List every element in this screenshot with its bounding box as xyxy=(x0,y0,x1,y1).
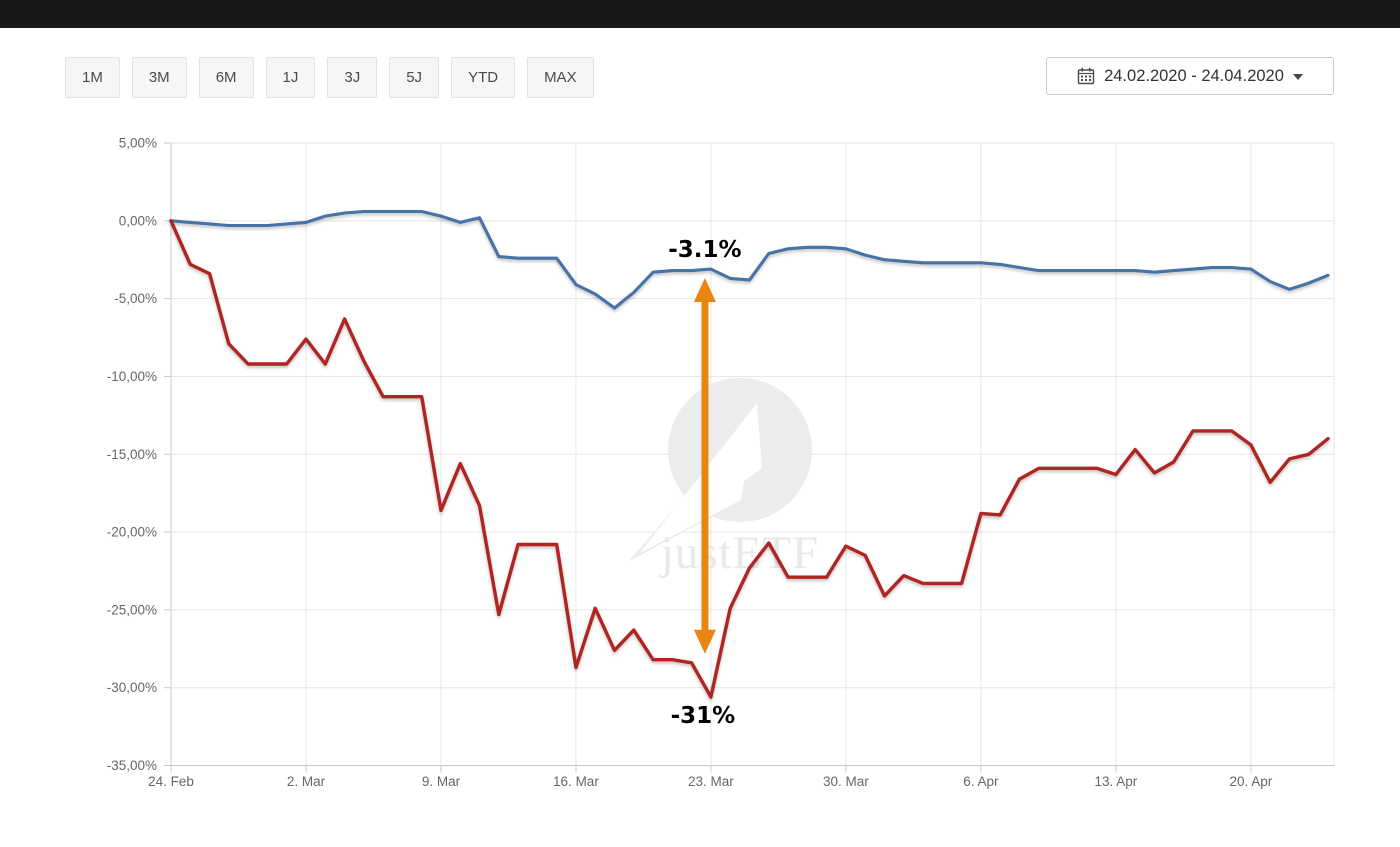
x-axis-tick-label: 16. Mar xyxy=(553,774,599,789)
x-axis-tick-label: 9. Mar xyxy=(422,774,461,789)
y-axis-tick-label: -25,00% xyxy=(107,602,157,617)
date-range-picker[interactable]: 24.02.2020 - 24.04.2020 xyxy=(1046,57,1334,95)
x-axis-tick-label: 24. Feb xyxy=(148,774,194,789)
y-axis-tick-label: -15,00% xyxy=(107,447,157,462)
y-axis-tick-label: -5,00% xyxy=(114,291,157,306)
x-axis-tick-label: 6. Apr xyxy=(963,774,999,789)
y-axis-tick-label: 0,00% xyxy=(119,213,157,228)
watermark-arrow-icon xyxy=(700,403,762,512)
annotation-red-value: -31% xyxy=(671,703,736,729)
series-blue-line[interactable] xyxy=(169,209,1330,310)
range-button-3j[interactable]: 3J xyxy=(327,57,378,98)
axis-labels: 5,00% 0,00% -5,00% -10,00% -15,00% -20,00% -25… xyxy=(107,136,1273,790)
range-button-1j[interactable]: 1J xyxy=(265,57,316,98)
top-bar xyxy=(0,0,1400,28)
watermark-logo: justETF xyxy=(628,378,819,579)
x-axis-tick-label: 13. Apr xyxy=(1094,774,1137,789)
grid-lines xyxy=(164,142,1335,773)
dropdown-caret-icon xyxy=(1292,74,1303,80)
y-axis-tick-label: -20,00% xyxy=(107,525,157,540)
x-axis-tick-label: 2. Mar xyxy=(287,774,326,789)
y-axis-tick-label: -30,00% xyxy=(107,680,157,695)
x-axis-tick-label: 20. Apr xyxy=(1229,774,1272,789)
range-button-6m[interactable]: 6M xyxy=(198,57,254,98)
date-range-label: 24.02.2020 - 24.04.2020 xyxy=(1104,66,1284,85)
watermark-text: justETF xyxy=(659,527,819,579)
y-axis-tick-label: 5,00% xyxy=(119,136,157,151)
arrow-head-down-icon xyxy=(693,629,716,654)
range-button-ytd[interactable]: YTD xyxy=(451,57,516,98)
annotation-blue-value: -3.1% xyxy=(668,237,741,263)
range-button-5j[interactable]: 5J xyxy=(389,57,440,98)
calendar-icon xyxy=(1077,67,1095,85)
range-button-1m[interactable]: 1M xyxy=(65,57,120,98)
range-button-group: 1M 3M 6M 1J 3J 5J YTD MAX xyxy=(65,57,594,98)
watermark-arrow-icon xyxy=(640,403,757,553)
range-button-max[interactable]: MAX xyxy=(527,57,594,98)
series-red-line[interactable] xyxy=(169,219,1330,699)
y-axis-tick-label: -35,00% xyxy=(107,758,157,773)
x-axis-tick-label: 30. Mar xyxy=(823,774,869,789)
range-button-3m[interactable]: 3M xyxy=(131,57,187,98)
annotation-arrow xyxy=(693,278,716,654)
x-axis-tick-label: 23. Mar xyxy=(688,774,734,789)
y-axis-tick-label: -10,00% xyxy=(107,369,157,384)
arrow-head-up-icon xyxy=(693,278,716,303)
